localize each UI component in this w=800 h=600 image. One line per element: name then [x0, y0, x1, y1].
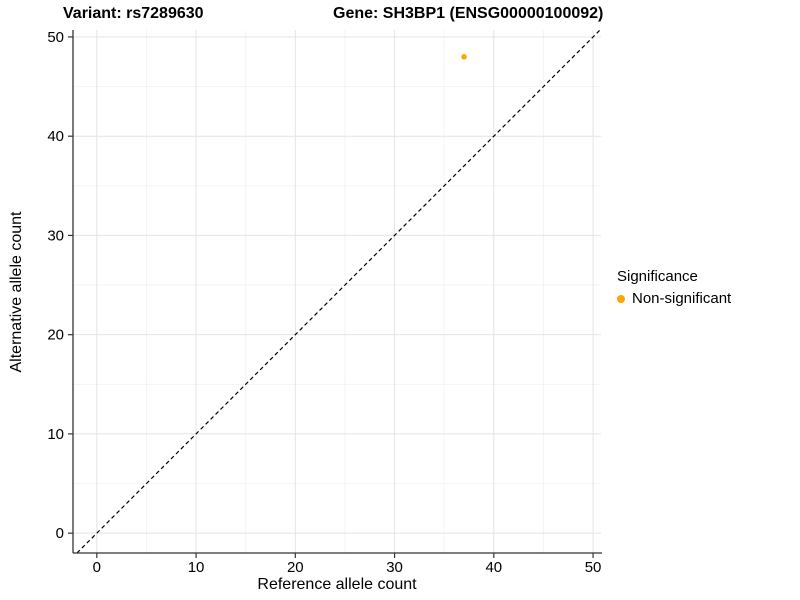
- legend: Significance Non-significant: [617, 268, 731, 307]
- y-tick-label: 40: [47, 128, 64, 145]
- x-tick-label: 10: [188, 559, 205, 576]
- x-tick-label: 30: [386, 559, 403, 576]
- y-tick-label: 20: [47, 327, 64, 344]
- y-tick-label: 30: [47, 227, 64, 244]
- x-tick-label: 20: [287, 559, 304, 576]
- x-tick-label: 50: [585, 559, 602, 576]
- y-tick-label: 10: [47, 426, 64, 443]
- x-tick-label: 40: [485, 559, 502, 576]
- x-axis-title: Reference allele count: [257, 576, 417, 593]
- y-tick-label: 0: [56, 525, 64, 542]
- plot-title-variant: Variant: rs7289630: [63, 5, 204, 22]
- legend-item: Non-significant: [617, 290, 731, 307]
- x-tick-label: 0: [93, 559, 101, 576]
- y-tick-label: 50: [47, 29, 64, 46]
- identity-line: [76, 29, 601, 554]
- data-point: [461, 53, 467, 60]
- legend-title: Significance: [617, 268, 698, 285]
- legend-item-label: Non-significant: [632, 290, 732, 307]
- y-axis-title: Alternative allele count: [8, 211, 25, 373]
- plot-title-gene: Gene: SH3BP1 (ENSG00000100092): [333, 5, 604, 22]
- legend-marker-icon: [617, 294, 625, 303]
